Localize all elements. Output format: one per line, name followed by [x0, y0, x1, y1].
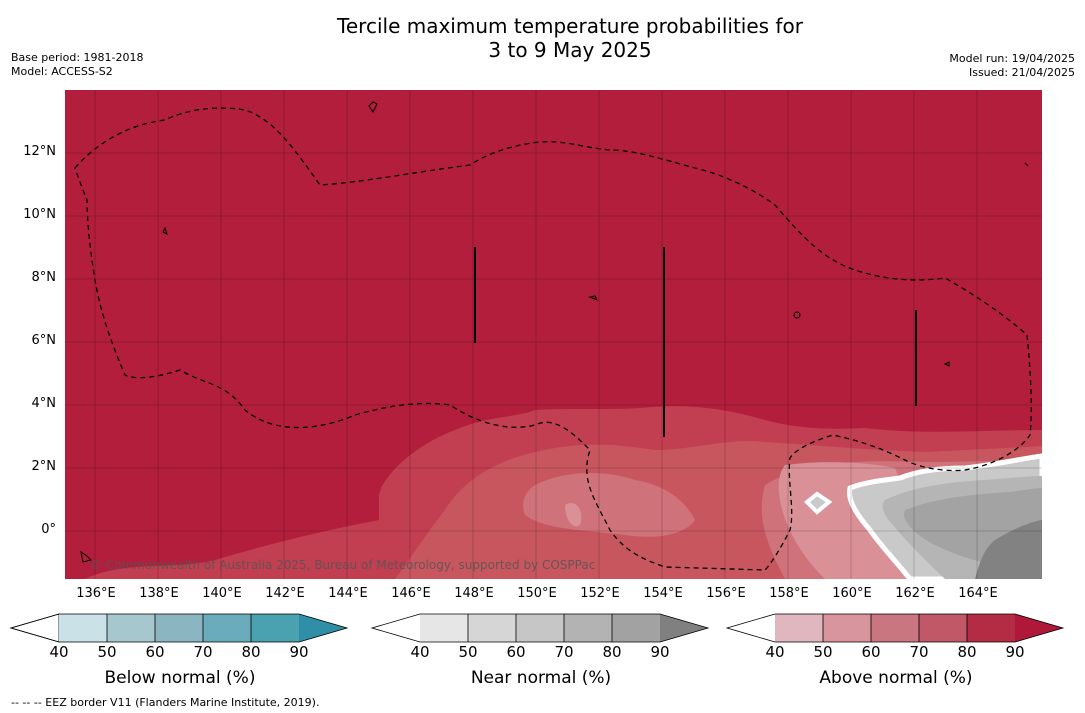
map-title: Tercile maximum temperature probabilitie… — [0, 14, 1085, 62]
below-swatch-1 — [59, 614, 107, 642]
above-swatch-0 — [727, 614, 775, 642]
eez-footnote: -- -- -- EEZ border V11 (Flanders Marine… — [11, 696, 320, 709]
lon-label-142e: 142°E — [265, 586, 305, 601]
colorbar-title-below: Below normal (%) — [104, 668, 256, 688]
below-tick-40: 40 — [49, 643, 69, 661]
eez-border — [74, 107, 1032, 571]
lon-label-152e: 152°E — [580, 586, 620, 601]
lon-label-160e: 160°E — [832, 586, 872, 601]
lon-label-162e: 162°E — [895, 586, 935, 601]
near-tick-90: 90 — [650, 643, 670, 661]
above-normal-50-patch-small — [565, 502, 582, 527]
below-swatch-3 — [155, 614, 203, 642]
lat-label-6n: 6°N — [31, 333, 57, 348]
below-swatch-6 — [299, 614, 347, 642]
above-swatch-4 — [919, 614, 967, 642]
lon-label-146e: 146°E — [391, 586, 431, 601]
islands — [80, 101, 1029, 563]
colorbar-below-normal — [9, 612, 349, 644]
lat-label-2n: 2°N — [31, 459, 57, 474]
below-tick-50: 50 — [97, 643, 117, 661]
lat-label-8n: 8°N — [31, 270, 57, 285]
probability-map — [65, 90, 1042, 579]
colorbar-below-normal-swatches — [9, 613, 349, 643]
title-line-2: 3 to 9 May 2025 — [488, 38, 652, 62]
below-tick-70: 70 — [193, 643, 213, 661]
colorbar-title-near: Near normal (%) — [470, 668, 612, 688]
above-swatch-2 — [823, 614, 871, 642]
above-tick-90: 90 — [1005, 643, 1025, 661]
lat-label-12n: 12°N — [23, 144, 56, 159]
near-tick-40: 40 — [410, 643, 430, 661]
lon-label-140e: 140°E — [202, 586, 242, 601]
lat-label-0: 0° — [41, 522, 56, 537]
above-swatch-6 — [1015, 614, 1063, 642]
above-swatch-5 — [967, 614, 1015, 642]
above-normal-60-patch-west — [523, 473, 695, 537]
near-swatch-4 — [564, 614, 612, 642]
below-swatch-4 — [203, 614, 251, 642]
issued-text: Issued: 21/04/2025 — [968, 66, 1075, 79]
colorbar-title-above: Above normal (%) — [819, 668, 973, 688]
title-line-1: Tercile maximum temperature probabilitie… — [337, 14, 803, 38]
near-swatch-1 — [420, 614, 468, 642]
metadata-right: Model run: 19/04/2025 Issued: 21/04/2025 — [949, 52, 1075, 80]
map-credit: © Commonwealth of Australia 2025, Bureau… — [90, 558, 596, 572]
near-tick-80: 80 — [602, 643, 622, 661]
lon-label-136e: 136°E — [76, 586, 116, 601]
model-run-text: Model run: 19/04/2025 — [949, 52, 1075, 65]
lon-label-144e: 144°E — [328, 586, 368, 601]
above-swatch-1 — [775, 614, 823, 642]
above-swatch-3 — [871, 614, 919, 642]
colorbar-above-normal-swatches — [725, 613, 1065, 643]
below-swatch-0 — [9, 613, 60, 643]
lat-label-4n: 4°N — [31, 396, 57, 411]
colorbar-above-normal — [725, 612, 1065, 644]
above-tick-70: 70 — [909, 643, 929, 661]
lat-label-10n: 10°N — [23, 207, 56, 222]
metadata-left: Base period: 1981-2018 Model: ACCESS-S2 — [11, 51, 143, 79]
lon-label-148e: 148°E — [454, 586, 494, 601]
above-tick-40: 40 — [765, 643, 785, 661]
graticule — [65, 90, 1042, 579]
near-swatch-6 — [660, 614, 708, 642]
below-tick-60: 60 — [145, 643, 165, 661]
below-tick-80: 80 — [241, 643, 261, 661]
lon-label-156e: 156°E — [706, 586, 746, 601]
near-tick-60: 60 — [506, 643, 526, 661]
map-canvas — [65, 90, 1042, 579]
near-normal-90-region — [975, 520, 1042, 579]
near-swatch-5 — [612, 614, 660, 642]
below-swatch-5 — [251, 614, 299, 642]
lon-label-154e: 154°E — [643, 586, 683, 601]
near-normal-island — [804, 491, 833, 515]
near-swatch-3 — [516, 614, 564, 642]
above-tick-80: 80 — [957, 643, 977, 661]
below-tick-90: 90 — [289, 643, 309, 661]
lon-label-164e: 164°E — [958, 586, 998, 601]
above-tick-60: 60 — [861, 643, 881, 661]
base-period-text: Base period: 1981-2018 — [11, 51, 144, 64]
lon-label-150e: 150°E — [517, 586, 557, 601]
near-tick-50: 50 — [458, 643, 478, 661]
below-swatch-2 — [107, 614, 155, 642]
near-swatch-0 — [372, 614, 420, 642]
lon-label-158e: 158°E — [769, 586, 809, 601]
near-tick-70: 70 — [554, 643, 574, 661]
lon-label-138e: 138°E — [139, 586, 179, 601]
model-text: Model: ACCESS-S2 — [11, 65, 113, 78]
above-tick-50: 50 — [813, 643, 833, 661]
colorbar-near-normal-swatches — [370, 613, 710, 643]
colorbar-near-normal — [370, 612, 710, 644]
near-swatch-2 — [468, 614, 516, 642]
